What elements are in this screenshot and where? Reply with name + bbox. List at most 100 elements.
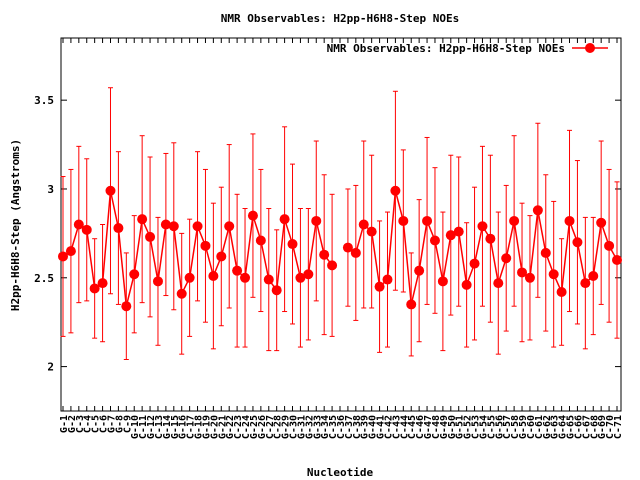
x-tick-label: G-40 [368, 415, 379, 439]
data-point [137, 214, 148, 225]
x-tick-label: G-32 [304, 415, 315, 439]
x-tick-label: G-50 [447, 415, 458, 439]
x-tick-label: G-10 [130, 415, 141, 439]
x-tick-label: G-69 [597, 415, 608, 439]
data-point [564, 215, 575, 226]
data-point [145, 231, 156, 242]
legend: NMR Observables: H2pp-H6H8-Step NOEs [327, 42, 608, 55]
y-axis-label: H2pp-H6H8-Step (Angstroms) [9, 139, 22, 311]
x-tick-label: C-46 [415, 415, 426, 439]
data-point [176, 288, 187, 299]
x-tick-label: C-13 [154, 415, 165, 439]
x-tick-label: G-62 [542, 415, 553, 439]
x-tick-label: C-27 [265, 415, 276, 439]
data-point [255, 235, 266, 246]
plot-frame [60, 37, 622, 412]
x-tick-label: G-39 [360, 415, 371, 439]
data-point [548, 269, 559, 280]
x-tick-label: G-15 [170, 415, 181, 439]
data-point [216, 251, 227, 262]
x-tick-label: C-60 [526, 415, 537, 439]
x-tick-label: G-8 [114, 415, 125, 433]
data-point [485, 233, 496, 244]
x-tick-label: G-59 [518, 415, 529, 439]
data-point [279, 214, 290, 225]
x-tick-label: C-67 [581, 415, 592, 439]
data-point [113, 223, 124, 234]
y-tick-label: 3.5 [34, 94, 54, 107]
data-point [303, 269, 314, 280]
x-tick-label: C-3 [75, 415, 86, 433]
x-tick-label: C-61 [534, 415, 545, 439]
data-point [73, 219, 84, 230]
data-point [612, 255, 622, 266]
x-tick-label: C-53 [471, 415, 482, 439]
x-axis-label: Nucleotide [307, 466, 374, 479]
data-points [58, 185, 622, 312]
data-point [572, 237, 583, 248]
chart-title: NMR Observables: H2pp-H6H8-Step NOEs [221, 12, 459, 25]
data-point [414, 265, 425, 276]
x-tick-label: C-58 [510, 415, 521, 439]
x-tick-label: G-31 [296, 415, 307, 439]
data-point [121, 301, 132, 312]
data-point [366, 226, 377, 237]
x-tick-label: C-70 [605, 415, 616, 439]
x-tick-label: G-29 [281, 415, 292, 439]
data-point [445, 230, 456, 241]
data-point [604, 240, 615, 251]
data-point [89, 283, 100, 294]
data-point [501, 253, 512, 264]
x-tick-label: C-71 [613, 415, 624, 439]
y-axis: 2 2.5 3 3.5 [34, 94, 621, 374]
legend-label: NMR Observables: H2pp-H6H8-Step NOEs [327, 42, 565, 55]
data-point [152, 276, 163, 287]
x-tick-label: C-48 [431, 415, 442, 439]
x-tick-label: C-23 [233, 415, 244, 439]
data-point [390, 185, 401, 196]
x-tick-label: C-28 [273, 415, 284, 439]
x-tick-label: G-18 [194, 415, 205, 439]
x-tick-label: G-33 [312, 415, 323, 439]
data-point [208, 271, 219, 282]
x-tick-label: G-56 [494, 415, 505, 439]
data-point [311, 215, 322, 226]
data-point [342, 242, 353, 253]
data-point [382, 274, 393, 285]
y-tick-label: 2.5 [34, 272, 54, 285]
data-point [556, 286, 567, 297]
x-tick-label: G-64 [558, 415, 569, 439]
data-point [263, 274, 274, 285]
data-point [453, 226, 464, 237]
data-point [247, 210, 258, 221]
x-tick-label: C-42 [383, 415, 394, 439]
data-point [224, 221, 235, 232]
data-point [200, 240, 211, 251]
x-tick-label: G-1 [59, 415, 70, 433]
x-tick-label: C-45 [407, 415, 418, 439]
x-tick-label: G-2 [67, 415, 78, 433]
x-tick-label: G-34 [320, 415, 331, 439]
x-tick-label: G-54 [478, 415, 489, 439]
data-point [493, 278, 504, 289]
x-tick-label: C-9 [122, 415, 133, 433]
data-point [429, 235, 440, 246]
data-point [374, 281, 385, 292]
x-tick-label: C-17 [186, 415, 197, 439]
x-axis: G-1G-2C-3C-4C-5C-6G-7G-8C-9G-10C-11G-12C… [59, 38, 624, 439]
data-point [160, 219, 171, 230]
data-point [588, 271, 599, 282]
x-tick-label: G-47 [423, 415, 434, 439]
data-point [65, 246, 76, 257]
data-point [469, 258, 480, 269]
data-point [105, 185, 116, 196]
x-tick-label: G-25 [249, 415, 260, 439]
x-tick-label: G-63 [550, 415, 561, 439]
x-tick-label: C-5 [91, 415, 102, 433]
data-point [271, 285, 282, 296]
data-point [524, 272, 535, 283]
x-tick-label: C-4 [83, 415, 94, 433]
x-tick-label: C-38 [352, 415, 363, 439]
x-tick-label: G-51 [455, 415, 466, 439]
